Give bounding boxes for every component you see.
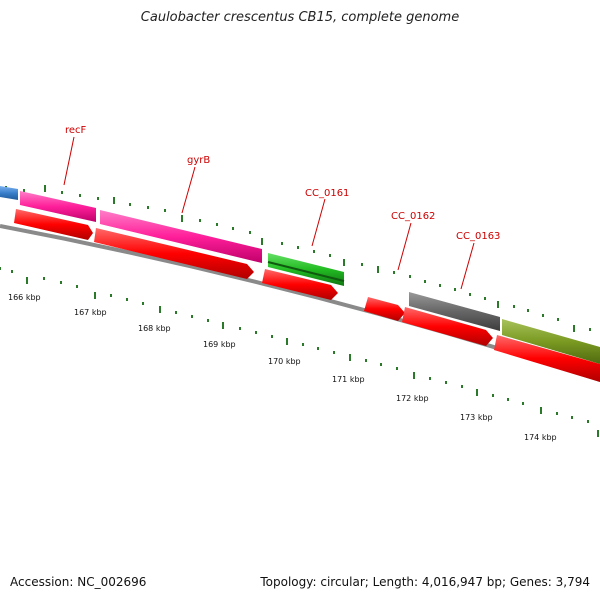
scale-label: 170 kbp	[268, 357, 301, 366]
gene-feature-CC_0163[interactable]	[409, 292, 500, 331]
gene-label[interactable]: CC_0161	[305, 188, 349, 199]
gene-feature-blue[interactable]	[0, 186, 18, 200]
gene-feature-CC_0162[interactable]	[364, 297, 405, 321]
gene-feature-CC_0161[interactable]	[268, 253, 344, 286]
gene-label[interactable]: CC_0162	[391, 211, 435, 222]
scale-label: 174 kbp	[524, 433, 557, 442]
scale-label: 167 kbp	[74, 308, 107, 317]
gene-label[interactable]: CC_0163	[456, 231, 500, 242]
reverse-strand-features	[14, 209, 600, 382]
outer-tick-ring	[5, 185, 591, 332]
gene-feature-olive[interactable]	[502, 319, 600, 364]
gene-feature-gyrB[interactable]	[100, 210, 262, 263]
scale-label: 172 kbp	[396, 394, 429, 403]
inner-scale-ring	[0, 267, 599, 437]
scale-label: 169 kbp	[203, 340, 236, 349]
gene-feature-reverse-6[interactable]	[494, 335, 600, 382]
forward-strand-features	[0, 186, 600, 364]
gene-labels: recF gyrB CC_0161 CC_0162 CC_0163	[65, 125, 500, 242]
genome-summary-text: Topology: circular; Length: 4,016,947 bp…	[260, 575, 590, 589]
scale-label: 168 kbp	[138, 324, 171, 333]
gene-feature-reverse-2[interactable]	[94, 228, 254, 279]
gene-label-leaders	[63, 136, 475, 290]
scale-label: 166 kbp	[8, 293, 41, 302]
scale-label: 171 kbp	[332, 375, 365, 384]
map-title: Caulobacter crescentus CB15, complete ge…	[140, 10, 460, 25]
gene-feature-reverse-3[interactable]	[262, 269, 338, 300]
gene-label[interactable]: gyrB	[187, 155, 210, 166]
gene-label[interactable]: recF	[65, 125, 87, 136]
gene-feature-recF[interactable]	[20, 191, 96, 222]
accession-text: Accession: NC_002696	[10, 575, 147, 589]
gene-feature-reverse-5[interactable]	[402, 307, 493, 346]
gene-feature-reverse-1[interactable]	[14, 209, 93, 240]
scale-labels: 166 kbp 167 kbp 168 kbp 169 kbp 170 kbp …	[8, 293, 557, 442]
scale-label: 173 kbp	[460, 413, 493, 422]
